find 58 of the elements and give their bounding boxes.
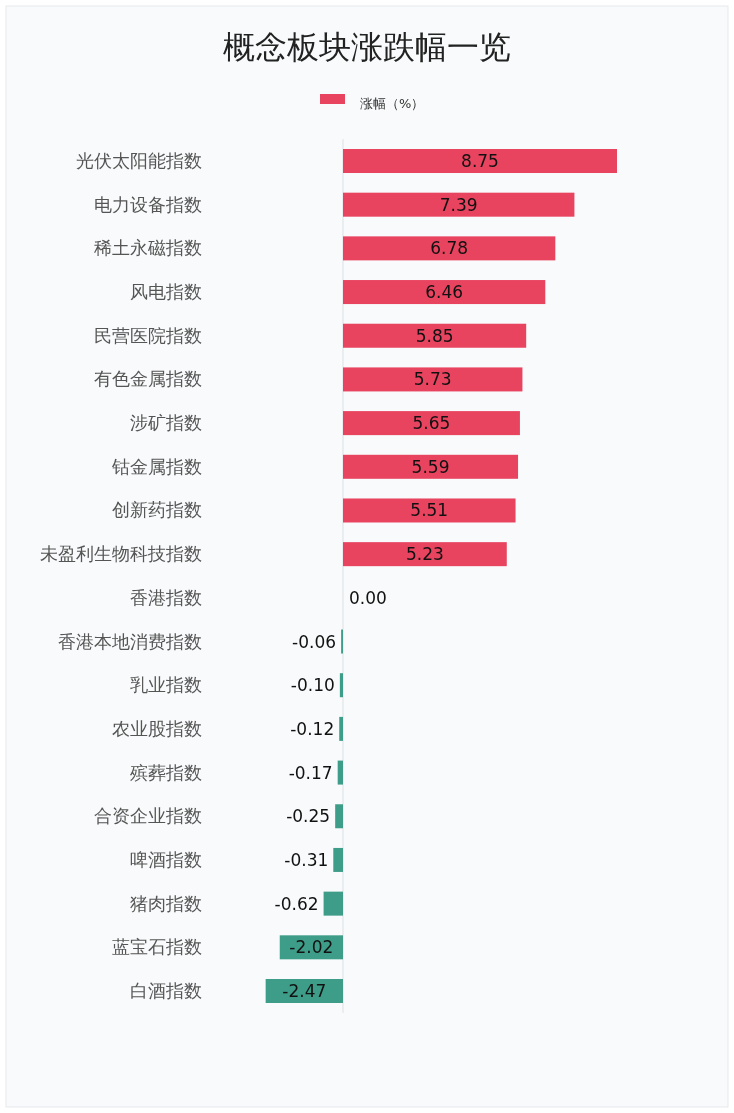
data-label: 5.73 [413, 369, 452, 390]
y-tick-label: 香港本地消费指数 [58, 630, 202, 652]
data-label: -0.10 [290, 675, 335, 696]
y-tick-label: 蓝宝石指数 [112, 936, 202, 958]
y-tick-label: 钴金属指数 [111, 455, 202, 477]
y-tick-label: 民营医院指数 [94, 324, 202, 346]
bar [343, 411, 520, 436]
y-tick-label: 创新药指数 [112, 499, 202, 521]
bar [333, 847, 343, 872]
y-tick-label: 涉矿指数 [130, 412, 202, 434]
data-label: -2.47 [282, 981, 327, 1001]
bar [343, 454, 519, 479]
data-label: 5.85 [415, 325, 454, 346]
y-tick-label: 香港指数 [130, 586, 202, 608]
data-label: -0.06 [292, 631, 337, 652]
bar [335, 804, 343, 829]
bar [323, 891, 343, 916]
y-tick-label: 未盈利生物科技指数 [40, 543, 202, 565]
bar [343, 367, 523, 392]
data-label: -0.17 [288, 762, 333, 783]
data-label: 6.78 [430, 238, 469, 259]
y-tick-label: 稀土永磁指数 [94, 237, 202, 259]
data-label: 0.00 [349, 587, 387, 608]
data-label: 6.46 [425, 282, 464, 303]
y-tick-label: 殡葬指数 [130, 761, 202, 783]
bar [343, 542, 507, 567]
y-tick-label: 光伏太阳能指数 [76, 150, 202, 171]
bar [343, 236, 556, 261]
bar [337, 760, 343, 785]
bar [343, 149, 617, 173]
chart-title: 概念板块涨跌幅一览 [223, 28, 511, 66]
bar [343, 192, 575, 217]
y-tick-label: 白酒指数 [130, 980, 202, 1001]
data-label: -2.02 [289, 937, 334, 958]
data-label: -0.31 [284, 849, 329, 870]
data-label: 5.23 [405, 544, 444, 565]
y-tick-label: 合资企业指数 [94, 805, 202, 827]
bar [343, 280, 546, 305]
y-tick-label: 乳业指数 [130, 674, 202, 696]
data-label: -0.62 [274, 893, 319, 914]
data-label: -0.12 [290, 718, 335, 739]
data-label: 5.51 [410, 500, 449, 521]
y-tick-label: 风电指数 [130, 281, 202, 303]
y-tick-label: 啤酒指数 [130, 848, 202, 870]
data-label: 5.65 [412, 413, 451, 434]
bar [343, 323, 527, 348]
bar [339, 673, 343, 698]
legend-label: 涨幅（%） [360, 96, 425, 111]
y-tick-label: 猪肉指数 [130, 892, 202, 914]
y-tick-label: 电力设备指数 [94, 193, 202, 215]
data-label: 7.39 [439, 194, 478, 215]
y-tick-label: 有色金属指数 [94, 368, 202, 390]
data-label: 8.75 [461, 151, 499, 171]
data-label: -0.25 [286, 806, 331, 827]
bar [343, 498, 516, 523]
data-label: 5.59 [411, 456, 450, 477]
y-tick-label: 农业股指数 [112, 717, 202, 739]
bar [339, 716, 343, 741]
